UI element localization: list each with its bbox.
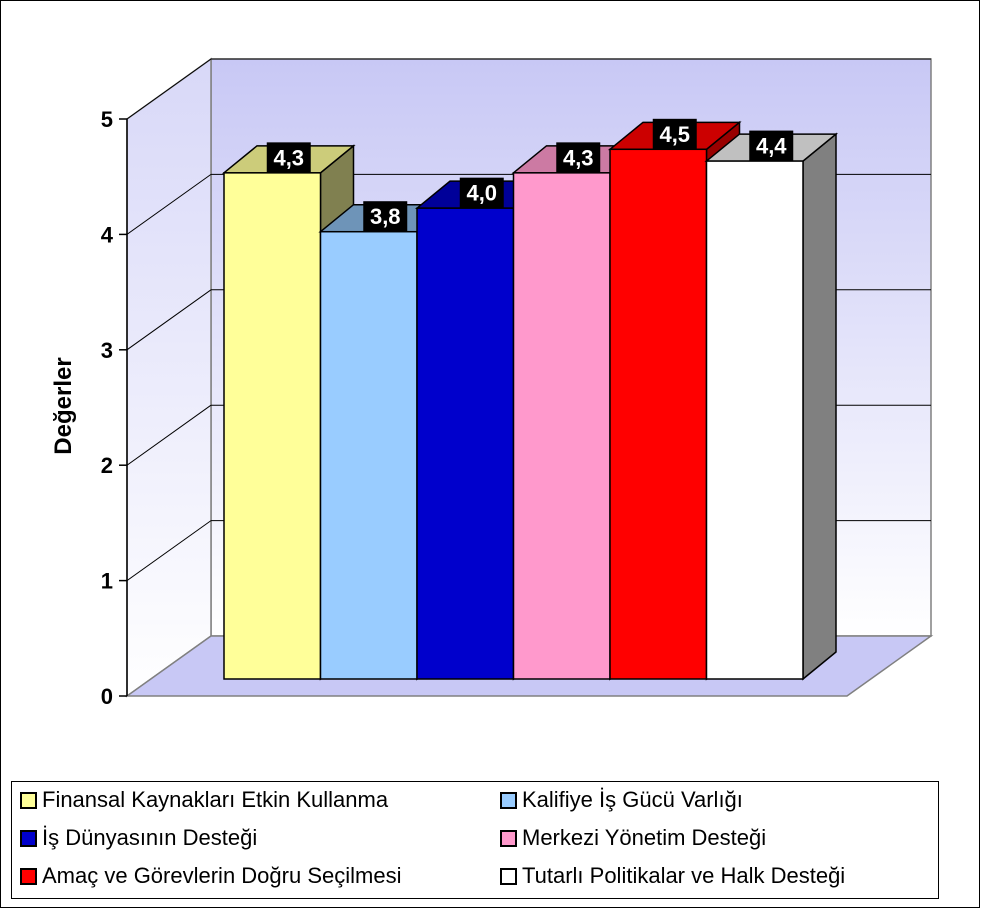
y-tick-label: 5 bbox=[101, 107, 113, 132]
data-label: 4,3 bbox=[266, 142, 311, 173]
legend-item: Finansal Kaynakları Etkin Kullanma bbox=[20, 786, 388, 814]
bar-front-face bbox=[319, 230, 418, 680]
legend-item: Amaç ve Görevlerin Doğru Seçilmesi bbox=[20, 862, 401, 890]
legend-item: Merkezi Yönetim Desteği bbox=[500, 824, 766, 852]
data-label-background bbox=[556, 142, 601, 173]
bar-6: 4,4 bbox=[704, 130, 839, 681]
legend-swatch bbox=[20, 829, 37, 847]
y-tick-label: 1 bbox=[101, 569, 113, 594]
data-label-background bbox=[749, 130, 794, 161]
data-label-text: 4,3 bbox=[563, 145, 594, 170]
data-label-text: 4,5 bbox=[659, 122, 690, 147]
gridline-diagonal bbox=[126, 404, 212, 466]
legend-label: Amaç ve Görevlerin Doğru Seçilmesi bbox=[42, 863, 402, 888]
legend-swatch bbox=[20, 791, 37, 809]
data-label-text: 3,8 bbox=[370, 204, 401, 229]
legend-item: Tutarlı Politikalar ve Halk Desteği bbox=[500, 862, 845, 890]
y-axis-ticks: 0 1 2 3 4 5 bbox=[101, 107, 128, 709]
data-label-background bbox=[266, 142, 311, 173]
bar-front-face bbox=[223, 172, 322, 680]
legend-swatch bbox=[500, 867, 517, 885]
y-axis-label: Değerler bbox=[50, 357, 77, 454]
legend-swatch bbox=[500, 791, 517, 809]
y-tick-label: 0 bbox=[101, 684, 113, 709]
data-label-text: 4,0 bbox=[466, 181, 497, 206]
data-label: 4,0 bbox=[459, 177, 504, 208]
legend-label: Merkezi Yönetim Desteği bbox=[522, 825, 767, 850]
legend-label: Kalifiye İş Gücü Varlığı bbox=[522, 787, 743, 812]
legend-label: İş Dünyasının Desteği bbox=[42, 825, 258, 850]
y-tick-label: 4 bbox=[101, 222, 114, 247]
data-label-background bbox=[363, 201, 408, 232]
gridline-diagonal bbox=[126, 289, 212, 351]
gridline-diagonal bbox=[126, 173, 212, 235]
bar-front-face bbox=[512, 172, 611, 680]
bar-front-face bbox=[705, 160, 804, 680]
data-label: 4,5 bbox=[652, 118, 697, 149]
legend-label: Tutarlı Politikalar ve Halk Desteği bbox=[522, 863, 846, 888]
gridline-diagonal bbox=[126, 520, 212, 582]
legend-swatch bbox=[20, 867, 37, 885]
data-label-text: 4,4 bbox=[756, 134, 787, 159]
data-label-background bbox=[652, 118, 697, 149]
chart-legend: Finansal Kaynakları Etkin Kullanma Kalifi… bbox=[11, 781, 939, 899]
bar-front-face bbox=[609, 148, 708, 680]
data-label: 3,8 bbox=[363, 201, 408, 232]
chart-bars: 4,3 3,8 4,0 4,3 4,5 4,4 bbox=[221, 118, 839, 681]
gridline-diagonal bbox=[126, 58, 212, 120]
data-label-background bbox=[459, 177, 504, 208]
legend-item: İş Dünyasının Desteği bbox=[20, 824, 257, 852]
side-wall bbox=[126, 57, 212, 698]
data-label: 4,3 bbox=[556, 142, 601, 173]
legend-swatch bbox=[500, 829, 517, 847]
bar-front-face bbox=[416, 207, 515, 680]
bar-side-face bbox=[802, 132, 837, 681]
chart-plot: 4,3 3,8 4,0 4,3 4,5 4,4 0 1 2 3 4 5 Değerler bbox=[50, 57, 934, 709]
y-tick-label: 2 bbox=[101, 453, 113, 478]
legend-label: Finansal Kaynakları Etkin Kullanma bbox=[42, 787, 389, 812]
data-label: 4,4 bbox=[749, 130, 794, 161]
legend-item: Kalifiye İş Gücü Varlığı bbox=[500, 786, 743, 814]
data-label-text: 4,3 bbox=[273, 145, 304, 170]
y-tick-label: 3 bbox=[101, 338, 113, 363]
